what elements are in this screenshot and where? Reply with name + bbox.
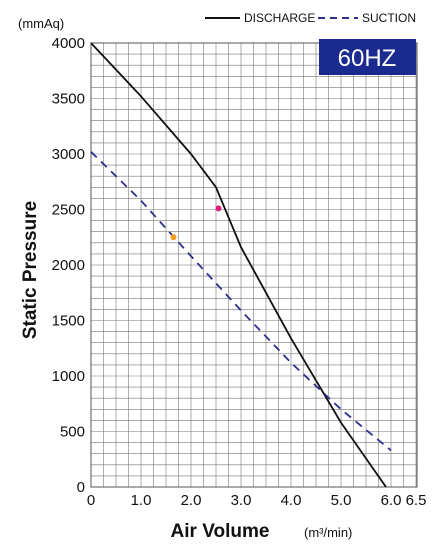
y-tick-label: 1500 — [52, 313, 85, 330]
marker-layer — [170, 205, 222, 241]
data-marker-0 — [170, 234, 177, 241]
x-axis-title: Air Volume — [171, 521, 270, 542]
x-tick-labels: 0 1.0 2.0 3.0 4.0 5.0 6.0 6.5 — [87, 492, 427, 509]
y-tick-label: 3000 — [52, 146, 85, 163]
y-tick-label: 2000 — [52, 257, 85, 274]
x-tick-label: 6.0 — [381, 492, 402, 509]
x-tick-label: 1.0 — [131, 492, 152, 509]
frequency-badge: 60HZ — [319, 39, 416, 75]
chart-grid — [90, 42, 417, 488]
y-tick-label: 0 — [77, 479, 85, 496]
y-tick-label: 4000 — [52, 35, 85, 52]
x-tick-label: 5.0 — [331, 492, 352, 509]
y-axis-title: Static Pressure — [20, 201, 41, 339]
x-tick-label: 0 — [87, 492, 95, 509]
x-axis-unit: (m³/min) — [304, 525, 352, 540]
series-line-discharge — [90, 42, 387, 488]
legend-suction-label: SUCTION — [362, 11, 416, 25]
plot-frame — [90, 42, 418, 488]
data-marker-1 — [215, 205, 222, 212]
frequency-badge-label: 60HZ — [338, 45, 397, 72]
y-tick-label: 2500 — [52, 202, 85, 219]
y-tick-label: 500 — [60, 424, 85, 441]
y-tick-label: 3500 — [52, 91, 85, 108]
legend: DISCHARGE SUCTION — [205, 11, 416, 25]
y-tick-label: 1000 — [52, 368, 85, 385]
x-tick-label: 2.0 — [181, 492, 202, 509]
legend-discharge-label: DISCHARGE — [244, 11, 315, 25]
y-tick-labels: 0 500 1000 1500 2000 2500 3000 3500 4000 — [52, 35, 85, 496]
x-tick-label: 3.0 — [231, 492, 252, 509]
frequency-badge-box — [319, 39, 416, 75]
y-axis-unit: (mmAq) — [18, 16, 64, 31]
x-tick-label: 6.5 — [406, 492, 427, 509]
x-tick-label: 4.0 — [281, 492, 302, 509]
series-layer — [90, 42, 392, 488]
